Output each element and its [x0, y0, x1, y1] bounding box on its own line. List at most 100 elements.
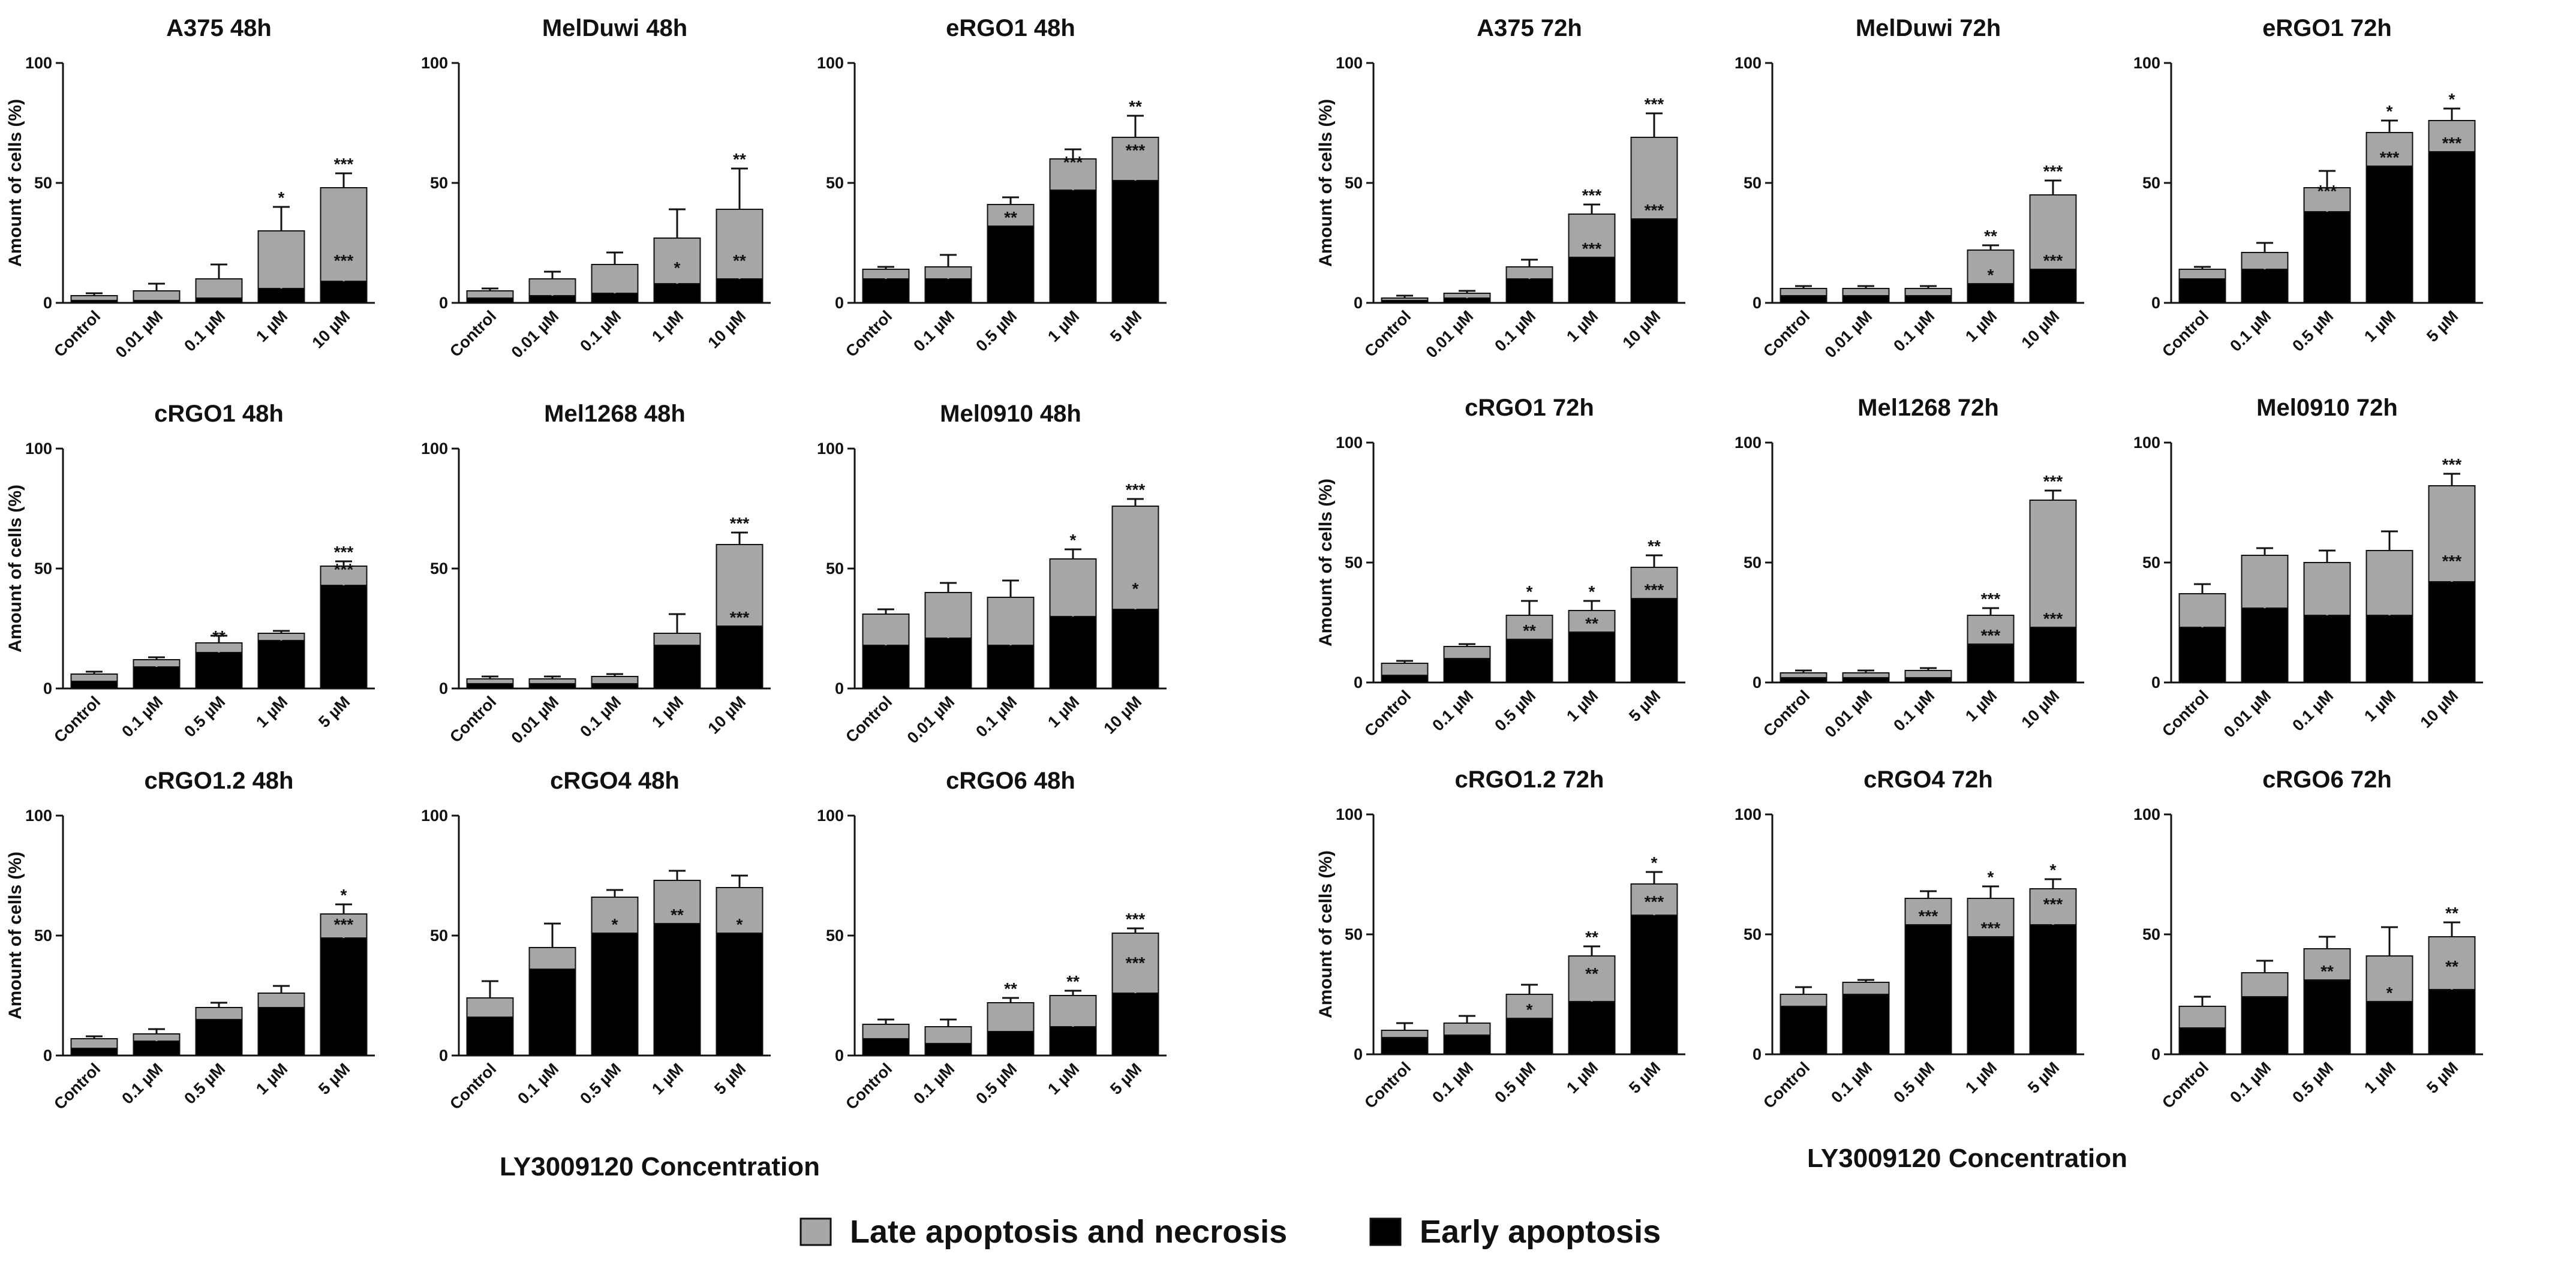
bar-late-apoptosis — [320, 187, 368, 282]
bar-early-apoptosis — [1842, 994, 1890, 1055]
x-tick-label: 0.1 µM — [576, 307, 624, 355]
bar-early-apoptosis — [1381, 675, 1429, 683]
bar-early-apoptosis — [70, 681, 118, 689]
y-tick-label: 0 — [835, 294, 844, 312]
bar-early-apoptosis — [1904, 677, 1952, 683]
x-tick-label: 1 µM — [2361, 1058, 2399, 1097]
y-tick-label: 50 — [2142, 554, 2160, 572]
x-tick-label: 1 µM — [1563, 687, 1601, 725]
bar-early-apoptosis — [2303, 615, 2351, 683]
bar-late-apoptosis — [716, 544, 764, 627]
y-tick-label: 100 — [1735, 54, 1762, 72]
significance-early: * — [612, 915, 618, 934]
significance-early: * — [674, 258, 681, 277]
chart-panel: cRGO6 48h 0 50 100 Control 0.1 µM ** 0.5 µM ** 1 … — [817, 768, 1167, 1113]
x-tick-label: 0.1 µM — [2226, 1058, 2274, 1106]
bar-late-apoptosis — [591, 676, 639, 684]
bar-early-apoptosis — [1443, 658, 1491, 683]
significance-total: *** — [2043, 472, 2063, 491]
bar-early-apoptosis — [528, 295, 576, 303]
bar-early-apoptosis — [653, 923, 701, 1056]
y-axis-label: Amount of cells (%) — [1316, 99, 1336, 267]
x-axis-group-title: LY3009120 Concentration — [1807, 1144, 2127, 1173]
x-tick-label: Control — [842, 693, 895, 746]
bar-early-apoptosis — [924, 1043, 972, 1056]
x-tick-label: 0.5 µM — [181, 693, 229, 741]
bar-early-apoptosis — [70, 300, 118, 303]
bar-late-apoptosis — [1904, 670, 1952, 678]
significance-total: *** — [334, 543, 354, 561]
significance-early: *** — [730, 608, 750, 627]
significance-early: *** — [1645, 201, 1664, 219]
x-tick-label: Control — [2159, 1058, 2212, 1112]
bar-late-apoptosis — [528, 947, 576, 970]
x-tick-label: Control — [50, 693, 104, 746]
x-tick-label: 10 µM — [309, 307, 354, 352]
x-tick-label: Control — [842, 307, 895, 360]
bar-early-apoptosis — [1505, 278, 1553, 303]
x-tick-label: 1 µM — [648, 1060, 687, 1098]
bar-early-apoptosis — [924, 278, 972, 303]
bar-late-apoptosis — [1780, 672, 1827, 678]
bar-early-apoptosis — [528, 969, 576, 1056]
bar-early-apoptosis — [862, 278, 910, 303]
x-tick-label: Control — [1760, 1058, 1813, 1112]
bar-late-apoptosis — [591, 897, 639, 934]
chart-panel: cRGO1 72h 0 50 100 Amount of cells (%) Contro… — [1316, 395, 1685, 740]
bar-early-apoptosis — [1842, 295, 1890, 303]
chart-title: cRGO6 72h — [2262, 766, 2392, 793]
x-tick-label: 0.1 µM — [910, 1060, 958, 1108]
bar-early-apoptosis — [1967, 643, 2015, 683]
significance-early: *** — [2318, 182, 2337, 200]
chart-panel: Mel1268 48h 0 50 100 Control 0.01 µM 0.1 µM 1 µ… — [421, 401, 771, 747]
y-tick-label: 100 — [817, 54, 844, 72]
significance-total: *** — [334, 155, 354, 173]
x-tick-label: Control — [446, 1060, 500, 1113]
bar-late-apoptosis — [1381, 1030, 1429, 1038]
x-tick-label: 10 µM — [705, 693, 750, 738]
significance-total: * — [2449, 90, 2455, 109]
chart-title: Mel1268 48h — [544, 401, 686, 427]
x-tick-label: 0.1 µM — [181, 307, 229, 355]
x-tick-label: 1 µM — [1044, 1060, 1083, 1098]
x-tick-label: 0.1 µM — [1890, 687, 1938, 735]
x-tick-label: 0.1 µM — [118, 693, 166, 741]
bar-late-apoptosis — [2178, 1006, 2226, 1029]
bar-early-apoptosis — [2029, 924, 2077, 1055]
bar-late-apoptosis — [1568, 610, 1616, 633]
x-tick-label: 1 µM — [1563, 1058, 1601, 1097]
x-tick-label: 0.1 µM — [1429, 1058, 1477, 1106]
bar-early-apoptosis — [716, 278, 764, 303]
bar-early-apoptosis — [1568, 1001, 1616, 1055]
bar-early-apoptosis — [1049, 1026, 1097, 1056]
chart-panel: A375 48h 0 50 100 Amount of cells (%) Control… — [5, 15, 375, 362]
x-tick-label: 5 µM — [1107, 1060, 1145, 1098]
legend-swatch — [1369, 1217, 1402, 1246]
x-tick-label: 1 µM — [1044, 307, 1083, 345]
significance-total: ** — [1129, 97, 1142, 116]
chart-title: cRGO1 72h — [1465, 395, 1594, 421]
significance-total: ** — [1004, 979, 1017, 998]
x-tick-label: 0.1 µM — [1827, 1058, 1875, 1106]
x-tick-label: Control — [1361, 307, 1414, 360]
significance-total: * — [341, 886, 347, 904]
x-tick-label: 5 µM — [2024, 1058, 2063, 1097]
bar-early-apoptosis — [1630, 218, 1678, 303]
y-tick-label: 0 — [2151, 1045, 2160, 1063]
significance-early: *** — [2043, 251, 2063, 270]
significance-early: *** — [1126, 141, 1146, 160]
bar-early-apoptosis — [1049, 190, 1097, 303]
significance-total: ** — [1585, 928, 1598, 946]
bar-late-apoptosis — [1381, 663, 1429, 676]
chart-panel: eRGO1 48h 0 50 100 Control 0.1 µM ** 0.5 µM *** 1… — [817, 15, 1167, 360]
x-tick-label: 5 µM — [2423, 1058, 2461, 1097]
x-tick-label: 5 µM — [1625, 687, 1664, 725]
chart-panel: A375 72h 0 50 100 Amount of cells (%) Control… — [1316, 15, 1685, 362]
bar-early-apoptosis — [133, 666, 181, 689]
x-tick-label: 0.5 µM — [972, 1060, 1020, 1108]
y-tick-label: 100 — [817, 440, 844, 458]
bar-early-apoptosis — [257, 640, 305, 689]
x-tick-label: 0.5 µM — [1890, 1058, 1938, 1106]
bar-early-apoptosis — [2241, 608, 2289, 683]
